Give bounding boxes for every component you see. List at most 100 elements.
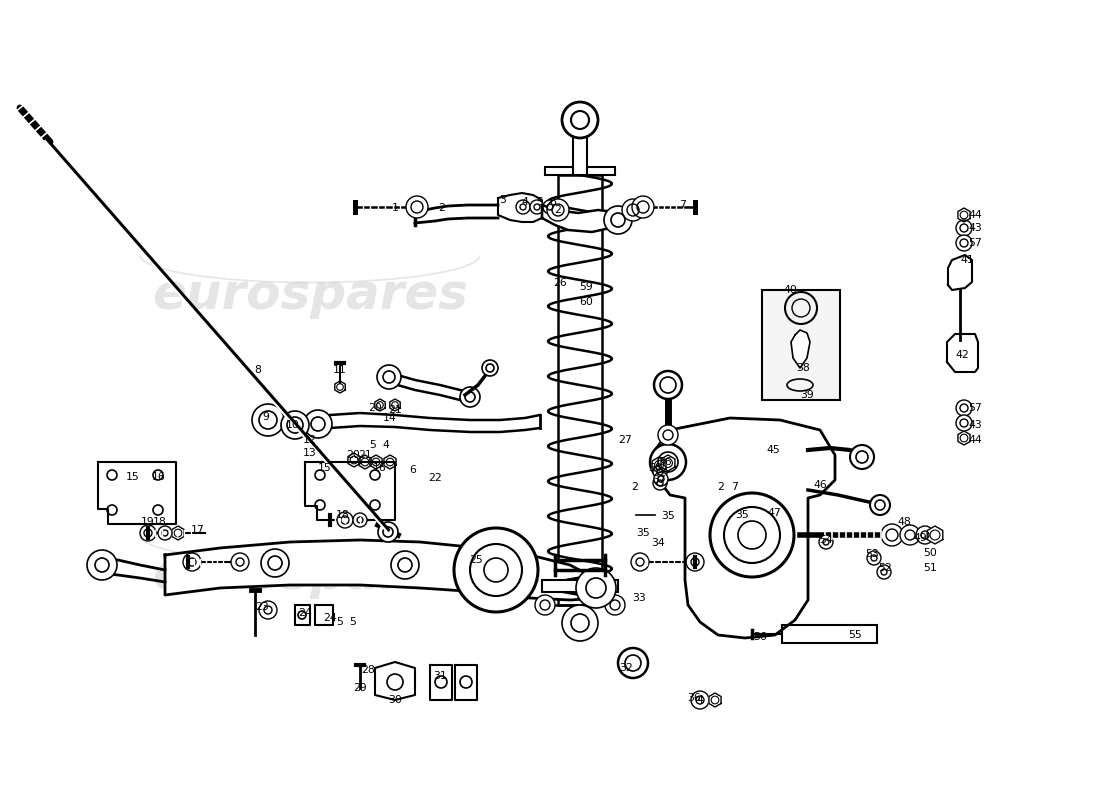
Text: 44: 44	[968, 435, 982, 445]
Polygon shape	[389, 399, 400, 411]
Text: 37: 37	[652, 475, 666, 485]
Text: 45: 45	[766, 445, 780, 455]
Text: 42: 42	[955, 350, 969, 360]
Circle shape	[653, 465, 667, 479]
Text: 5: 5	[350, 617, 356, 627]
Text: 59: 59	[579, 282, 593, 292]
Polygon shape	[305, 462, 395, 520]
Circle shape	[820, 535, 833, 549]
Circle shape	[543, 200, 557, 214]
Text: 18: 18	[153, 517, 167, 527]
Polygon shape	[948, 255, 972, 290]
Circle shape	[653, 476, 667, 490]
Circle shape	[562, 605, 598, 641]
Polygon shape	[172, 526, 184, 540]
Text: 46: 46	[813, 480, 827, 490]
Text: 58: 58	[648, 463, 662, 473]
Text: 3: 3	[499, 195, 506, 205]
Text: 35: 35	[636, 528, 650, 538]
Circle shape	[158, 526, 172, 540]
Text: 35: 35	[735, 510, 749, 520]
Text: 4: 4	[521, 197, 528, 207]
Text: 48: 48	[898, 517, 911, 527]
Polygon shape	[98, 462, 176, 524]
Text: 21: 21	[359, 450, 372, 460]
Circle shape	[258, 601, 277, 619]
Text: 43: 43	[968, 223, 982, 233]
Text: 31: 31	[433, 671, 447, 681]
Bar	[573, 135, 587, 175]
Text: 55: 55	[848, 630, 862, 640]
Circle shape	[337, 512, 353, 528]
Circle shape	[530, 200, 544, 214]
Text: 30: 30	[388, 695, 401, 705]
Circle shape	[576, 568, 616, 608]
Bar	[762, 290, 840, 400]
Text: 17: 17	[191, 525, 205, 535]
Text: 21: 21	[388, 405, 401, 415]
Circle shape	[900, 525, 920, 545]
Text: 29: 29	[353, 683, 367, 693]
Circle shape	[562, 102, 598, 138]
Text: 16: 16	[152, 472, 166, 482]
Polygon shape	[316, 413, 540, 432]
Circle shape	[877, 565, 891, 579]
Circle shape	[390, 551, 419, 579]
Text: 4: 4	[696, 695, 703, 705]
Polygon shape	[315, 605, 333, 625]
Circle shape	[956, 400, 972, 416]
Circle shape	[631, 553, 649, 571]
Text: 32: 32	[619, 663, 632, 673]
Polygon shape	[958, 208, 970, 222]
Circle shape	[378, 522, 398, 542]
Polygon shape	[791, 330, 810, 368]
Text: 26: 26	[553, 278, 566, 288]
Circle shape	[516, 200, 530, 214]
Text: 1: 1	[392, 203, 398, 213]
Polygon shape	[927, 526, 943, 544]
Circle shape	[280, 411, 309, 439]
Text: 4: 4	[383, 440, 389, 450]
Text: 25: 25	[469, 555, 483, 565]
Text: 53: 53	[865, 549, 879, 559]
Polygon shape	[652, 457, 666, 473]
Text: 15: 15	[126, 472, 140, 482]
Text: 9: 9	[263, 412, 270, 422]
Polygon shape	[295, 605, 310, 625]
Text: 6: 6	[550, 197, 557, 207]
Polygon shape	[947, 334, 978, 372]
Bar	[558, 175, 602, 605]
Text: 35: 35	[661, 511, 675, 521]
Text: 16: 16	[373, 463, 387, 473]
Circle shape	[547, 199, 569, 221]
Polygon shape	[384, 455, 396, 469]
Text: 24: 24	[298, 608, 312, 618]
Text: 51: 51	[923, 563, 937, 573]
Circle shape	[482, 360, 498, 376]
Text: 24: 24	[323, 613, 337, 623]
Text: eurospares: eurospares	[152, 271, 468, 319]
Polygon shape	[359, 455, 371, 469]
Circle shape	[621, 199, 643, 221]
Text: 2: 2	[717, 482, 725, 492]
Text: 57: 57	[968, 403, 982, 413]
Circle shape	[183, 553, 201, 571]
Text: 33: 33	[632, 593, 646, 603]
Text: 52: 52	[878, 563, 892, 573]
Circle shape	[535, 595, 556, 615]
Polygon shape	[375, 399, 385, 411]
Text: 2: 2	[554, 205, 561, 215]
Text: 14: 14	[383, 413, 397, 423]
Polygon shape	[661, 455, 675, 471]
Circle shape	[686, 553, 704, 571]
Circle shape	[654, 472, 668, 486]
Text: 5: 5	[537, 197, 543, 207]
Circle shape	[867, 551, 881, 565]
Text: 12: 12	[304, 435, 317, 445]
Text: 5: 5	[370, 440, 376, 450]
Circle shape	[654, 371, 682, 399]
Circle shape	[916, 526, 934, 544]
Bar	[544, 167, 615, 175]
Text: eurospares: eurospares	[152, 551, 468, 599]
Polygon shape	[334, 381, 345, 393]
